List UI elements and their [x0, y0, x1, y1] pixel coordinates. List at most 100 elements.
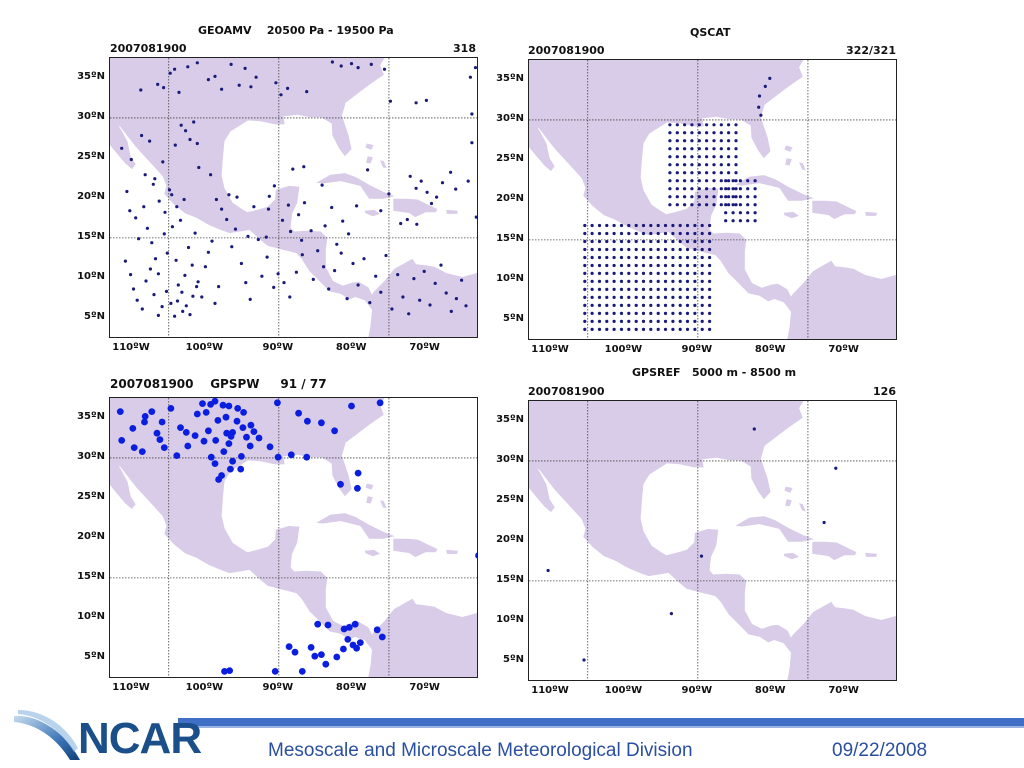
observation-point	[186, 65, 190, 69]
observation-point	[683, 179, 687, 183]
observation-point	[671, 239, 675, 244]
map-qscat	[528, 59, 897, 340]
observation-point	[697, 163, 701, 167]
observation-point	[449, 309, 453, 313]
observation-point	[693, 247, 697, 252]
panel-count: 126	[873, 385, 896, 398]
observation-point	[634, 255, 638, 260]
observation-point	[693, 319, 697, 323]
observation-point	[210, 239, 214, 243]
lat-tick-label: 35ºN	[496, 72, 524, 84]
observation-point	[727, 155, 731, 159]
observation-point	[675, 195, 679, 199]
observation-point	[649, 223, 653, 228]
observation-point	[719, 123, 723, 127]
observation-point	[656, 263, 660, 268]
observation-point	[705, 163, 709, 167]
observation-point	[738, 211, 742, 215]
observation-point	[731, 203, 735, 207]
observation-point	[152, 293, 156, 297]
lat-tick-label: 30ºN	[77, 450, 105, 462]
observation-point	[697, 203, 701, 207]
observation-point	[583, 287, 587, 291]
observation-point	[753, 187, 757, 191]
observation-point	[429, 201, 434, 206]
observation-point	[605, 263, 609, 268]
observation-point	[314, 620, 322, 628]
observation-point	[678, 255, 682, 260]
observation-point	[294, 270, 298, 274]
observation-point	[418, 298, 422, 302]
observation-point	[196, 280, 200, 284]
observation-point	[663, 311, 668, 315]
observation-point	[678, 327, 682, 331]
observation-point	[712, 195, 716, 199]
observation-point	[697, 187, 701, 191]
observation-point	[337, 480, 344, 488]
land-polygon	[529, 110, 555, 172]
observation-point	[335, 242, 339, 246]
lat-tick-label: 35ºN	[77, 410, 105, 422]
lat-tick-label: 10ºN	[496, 272, 524, 284]
land-polygon	[785, 499, 792, 507]
observation-point	[712, 163, 716, 167]
observation-point	[700, 295, 704, 299]
observation-point	[678, 287, 682, 291]
observation-point	[627, 295, 631, 299]
observation-point	[182, 197, 186, 202]
observation-point	[302, 201, 307, 205]
land-polygon	[785, 158, 792, 166]
observation-point	[288, 295, 292, 299]
observation-point	[583, 327, 587, 331]
observation-point	[708, 231, 712, 236]
land-polygon	[316, 173, 395, 199]
lon-tick-label: 80ºW	[335, 682, 367, 693]
observation-point	[131, 287, 136, 291]
observation-point	[757, 105, 761, 109]
observation-point	[164, 289, 169, 293]
observation-point	[697, 155, 701, 159]
land-polygon	[799, 503, 806, 512]
land-polygon	[366, 496, 373, 504]
observation-point	[219, 401, 227, 409]
observation-point	[249, 85, 253, 89]
observation-point	[207, 453, 215, 461]
observation-point	[156, 82, 160, 86]
observation-point	[286, 86, 290, 90]
observation-point	[605, 287, 609, 291]
observation-point	[192, 120, 196, 124]
observation-point	[605, 239, 609, 244]
observation-point	[178, 218, 183, 222]
observation-point	[170, 193, 174, 197]
lat-tick-label: 20ºN	[77, 530, 105, 542]
observation-point	[678, 295, 682, 299]
observation-point	[668, 163, 672, 167]
land-polygon	[783, 552, 800, 560]
observation-point	[671, 231, 675, 236]
observation-point	[685, 239, 690, 244]
observation-point	[693, 263, 697, 268]
observation-point	[162, 232, 166, 236]
observation-point	[440, 181, 445, 185]
observation-point	[203, 265, 207, 269]
land-polygon	[364, 549, 381, 557]
observation-point	[120, 146, 124, 150]
observation-point	[678, 279, 682, 283]
observation-point	[678, 223, 682, 228]
observation-point	[291, 648, 299, 656]
observation-point	[356, 283, 360, 287]
observation-point	[734, 131, 738, 135]
observation-point	[627, 255, 631, 260]
land-polygon	[393, 198, 438, 218]
observation-point	[184, 442, 192, 450]
observation-point	[685, 287, 690, 291]
land-polygon	[865, 211, 877, 216]
observation-point	[705, 187, 709, 191]
observation-point	[705, 179, 709, 183]
observation-point	[678, 319, 682, 323]
observation-point	[699, 554, 704, 558]
observation-point	[649, 311, 653, 315]
observation-point	[683, 187, 687, 191]
observation-point	[671, 279, 675, 283]
land-polygon	[365, 143, 374, 150]
